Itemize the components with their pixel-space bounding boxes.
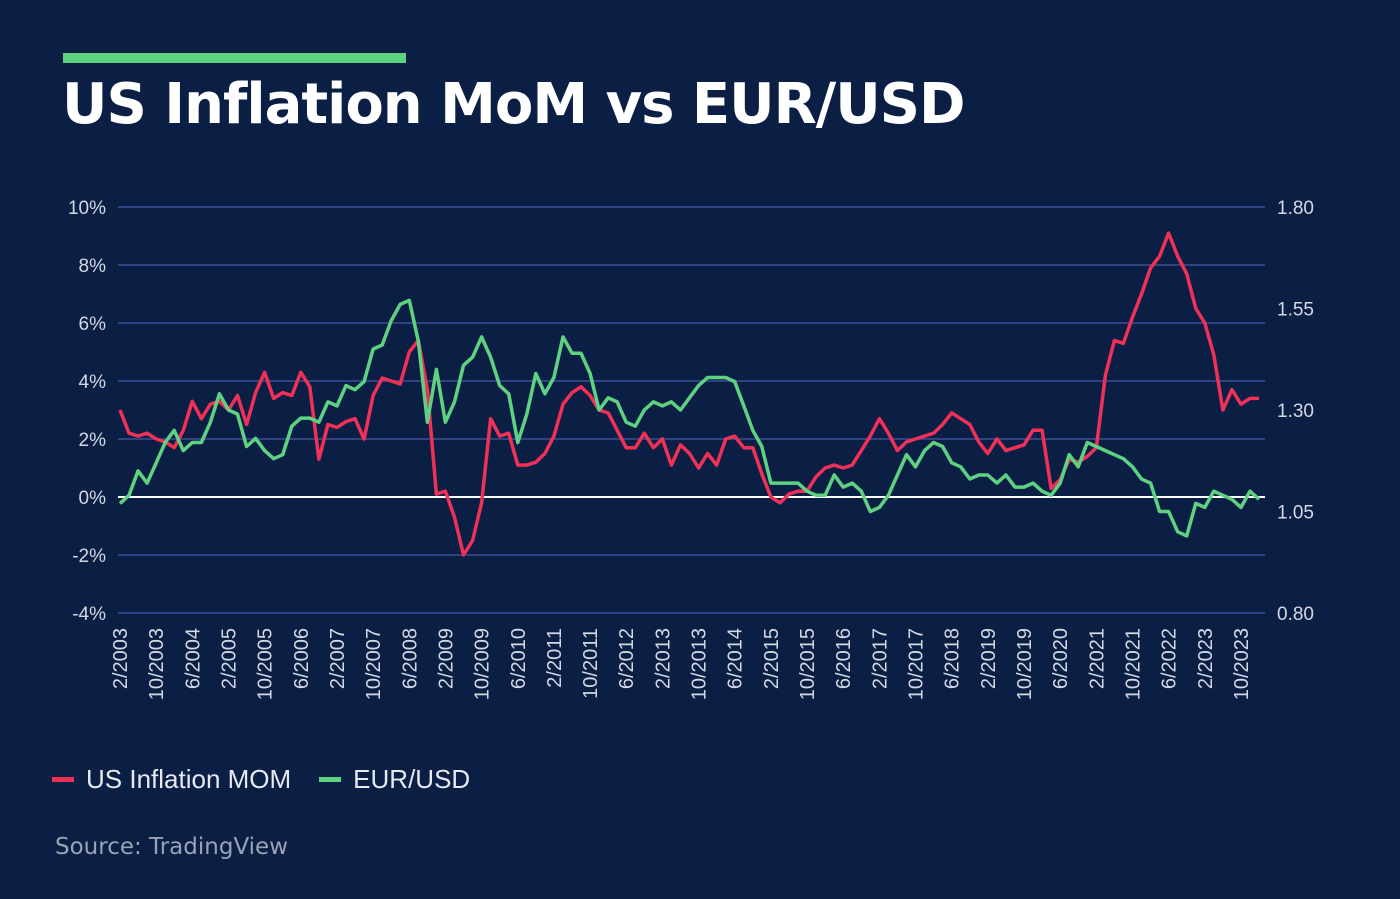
x-tick-label: 6/2012 [616,628,638,689]
eurusd-line [118,298,1261,538]
legend-swatch-inflation [52,777,74,782]
x-tick-label: 2/2011 [544,628,566,688]
y-right-tick-label: 1.55 [1277,300,1314,321]
x-tick-label: 6/2018 [942,628,964,689]
x-tick-label: 10/2007 [363,628,385,700]
x-tick-label: 2/2023 [1195,628,1217,689]
y-left-tick-label: 8% [79,256,107,277]
source-note: Source: TradingView [55,834,289,860]
x-tick-label: 2/2019 [978,628,1000,689]
x-tick-label: 10/2019 [1014,628,1036,700]
x-tick-label: 2/2005 [218,628,240,689]
legend-label-inflation: US Inflation MOM [86,764,292,794]
inflation-line [118,231,1259,557]
legend-item-eurusd: EUR/USD [319,764,470,795]
y-left-tick-label: 2% [79,430,107,451]
x-tick-label: 2/2013 [652,628,674,689]
x-tick-label: 10/2023 [1231,628,1253,700]
x-tick-label: 2/2017 [869,628,891,689]
x-tick-label: 6/2020 [1050,628,1072,689]
accent-bar [63,53,406,63]
x-tick-label: 6/2022 [1159,628,1181,689]
y-right-tick-label: 0.80 [1277,604,1314,625]
x-tick-label: 6/2014 [725,628,747,689]
x-tick-label: 6/2010 [508,628,530,689]
x-tick-label: 2/2007 [327,628,349,689]
x-tick-label: 10/2017 [906,628,928,700]
x-tick-label: 2/2021 [1086,628,1108,689]
y-left-tick-label: 10% [68,198,106,219]
x-tick-label: 10/2011 [580,628,602,699]
x-tick-label: 10/2003 [146,628,168,700]
x-tick-label: 2/2009 [435,628,457,689]
y-right-tick-label: 1.30 [1277,401,1314,422]
legend: US Inflation MOM EUR/USD [52,764,470,795]
y-left-tick-label: -2% [72,546,106,567]
legend-item-inflation: US Inflation MOM [52,764,291,795]
y-right-tick-label: 1.80 [1277,198,1314,219]
y-left-tick-label: 4% [79,372,107,393]
x-tick-label: 6/2016 [833,628,855,689]
x-tick-label: 2/2003 [110,628,132,689]
legend-swatch-eurusd [319,777,342,782]
y-left-tick-label: 0% [79,488,107,509]
x-tick-label: 10/2005 [255,628,277,700]
x-tick-label: 10/2009 [472,628,494,700]
chart-title: US Inflation MoM vs EUR/USD [62,72,965,137]
x-tick-label: 10/2015 [797,628,819,700]
chart: -4% -2% 0% 2% 4% 6% 8% 10% 0.80 1.05 1.30 1.55 1.80 2… [68,198,1314,700]
x-tick-label: 10/2013 [689,628,711,700]
y-left-tick-label: 6% [79,314,107,335]
x-tick-label: 6/2006 [291,628,313,689]
x-tick-label: 6/2008 [399,628,421,689]
x-tick-label: 6/2004 [182,628,204,689]
x-tick-label: 10/2021 [1122,628,1144,700]
y-left-tick-label: -4% [72,604,106,625]
legend-label-eurusd: EUR/USD [353,764,471,794]
y-right-tick-label: 1.05 [1277,503,1314,524]
x-tick-label: 2/2015 [761,628,783,689]
